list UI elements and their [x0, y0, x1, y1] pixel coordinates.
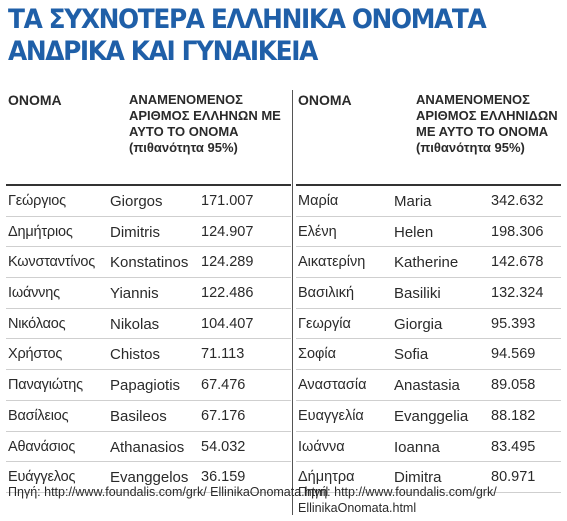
table-row: Δημήτριος Dimitris 124.907: [6, 217, 291, 248]
latin-name: Nikolas: [110, 315, 160, 333]
expected-count: 71.113: [201, 346, 245, 363]
page-title: ΤΑ ΣΥΧΝΟΤΕΡΑ ΕΛΛΗΝΙΚΑ ΟΝΟΜΑΤΑ ΑΝΔΡΙΚΑ ΚΑ…: [8, 4, 487, 68]
latin-name: Basileos: [110, 407, 167, 425]
table-row: Ελένη Helen 198.306: [296, 217, 561, 248]
title-line-2: ΑΝΔΡΙΚΑ ΚΑΙ ΓΥΝΑΙΚΕΙΑ: [8, 36, 318, 67]
expected-count: 171.007: [201, 193, 254, 209]
latin-name: Maria: [394, 193, 432, 210]
male-table-header: ΟΝΟΜΑ ΑΝΑΜΕΝΟΜΕΝΟΣ ΑΡΙΘΜΟΣ ΕΛΛΗΝΩΝ ΜΕ ΑΥ…: [6, 90, 291, 186]
female-header-name: ΟΝΟΜΑ: [298, 92, 352, 108]
expected-count: 104.407: [201, 315, 254, 332]
expected-count: 67.476: [201, 377, 246, 394]
greek-name: Αικατερίνη: [298, 254, 366, 271]
greek-name: Μαρία: [298, 193, 339, 209]
table-row: Ευαγγελία Evanggelia 88.182: [296, 401, 561, 432]
table-row: Νικόλαος Nikolas 104.407: [6, 309, 291, 340]
expected-count: 142.678: [491, 254, 544, 271]
table-row: Ιωάννης Yiannis 122.486: [6, 278, 291, 309]
table-row: Βασιλική Basiliki 132.324: [296, 278, 561, 309]
greek-name: Αθανάσιος: [8, 438, 76, 455]
female-source-note: Πηγή: http://www.foundalis.com/grk/ Elli…: [298, 485, 497, 515]
greek-name: Δήμητρα: [298, 469, 355, 486]
table-row: Ιωάννα Ioanna 83.495: [296, 432, 561, 463]
greek-name: Χρήστος: [8, 346, 63, 363]
greek-name: Γεώργιος: [8, 193, 66, 209]
latin-name: Evanggelia: [394, 407, 469, 425]
expected-count: 122.486: [201, 285, 254, 302]
latin-name: Basiliki: [394, 285, 441, 303]
greek-name: Νικόλαος: [8, 315, 66, 332]
female-table-body: Μαρία Maria 342.632 Ελένη Helen 198.306 Αικατε…: [296, 186, 561, 493]
expected-count: 132.324: [491, 285, 544, 302]
latin-name: Dimitris: [110, 223, 160, 241]
table-row: Ευάγγελος Evanggelos 36.159: [6, 462, 291, 493]
table-row: Παναγιώτης Papagiotis 67.476: [6, 370, 291, 401]
column-divider: [292, 90, 293, 515]
table-row: Γεωργία Giorgia 95.393: [296, 309, 561, 340]
latin-name: Helen: [394, 223, 434, 241]
expected-count: 124.907: [201, 223, 254, 240]
expected-count: 36.159: [201, 469, 246, 486]
table-row: Αθανάσιος Athanasios 54.032: [6, 432, 291, 463]
table-row: Βασίλειος Basileos 67.176: [6, 401, 291, 432]
expected-count: 95.393: [491, 315, 536, 332]
latin-name: Athanasios: [110, 438, 185, 456]
greek-name: Παναγιώτης: [8, 377, 83, 394]
expected-count: 83.495: [491, 438, 536, 455]
latin-name: Chistos: [110, 346, 161, 364]
table-row: Μαρία Maria 342.632: [296, 186, 561, 217]
male-header-name: ΟΝΟΜΑ: [8, 92, 62, 108]
latin-name: Giorgia: [394, 315, 443, 333]
title-line-1: ΤΑ ΣΥΧΝΟΤΕΡΑ ΕΛΛΗΝΙΚΑ ΟΝΟΜΑΤΑ: [8, 4, 487, 35]
female-names-table: ΟΝΟΜΑ ΑΝΑΜΕΝΟΜΕΝΟΣ ΑΡΙΘΜΟΣ ΕΛΛΗΝΙΔΩΝ ΜΕ …: [296, 90, 561, 493]
male-header-count: ΑΝΑΜΕΝΟΜΕΝΟΣ ΑΡΙΘΜΟΣ ΕΛΛΗΝΩΝ ΜΕ ΑΥΤΟ ΤΟ …: [129, 92, 281, 155]
table-row: Αναστασία Anastasia 89.058: [296, 370, 561, 401]
latin-name: Ioanna: [394, 438, 440, 456]
table-row: Κωνσταντίνος Konstatinos 124.289: [6, 247, 291, 279]
table-row: Γεώργιος Giorgos 171.007: [6, 186, 291, 217]
greek-name: Αναστασία: [298, 377, 367, 394]
expected-count: 88.182: [491, 407, 536, 424]
female-table-header: ΟΝΟΜΑ ΑΝΑΜΕΝΟΜΕΝΟΣ ΑΡΙΘΜΟΣ ΕΛΛΗΝΙΔΩΝ ΜΕ …: [296, 90, 561, 186]
expected-count: 198.306: [491, 223, 544, 240]
latin-name: Dimitra: [394, 469, 442, 487]
expected-count: 94.569: [491, 346, 536, 363]
expected-count: 54.032: [201, 438, 246, 455]
latin-name: Sofia: [394, 346, 429, 364]
greek-name: Δημήτριος: [8, 223, 73, 240]
greek-name: Ευαγγελία: [298, 407, 364, 424]
greek-name: Κωνσταντίνος: [8, 254, 96, 271]
latin-name: Katherine: [394, 254, 459, 272]
expected-count: 89.058: [491, 377, 536, 394]
table-row: Δήμητρα Dimitra 80.971: [296, 462, 561, 493]
latin-name: Konstatinos: [110, 254, 189, 272]
greek-name: Γεωργία: [298, 315, 351, 332]
expected-count: 67.176: [201, 407, 246, 424]
table-row: Σοφία Sofia 94.569: [296, 339, 561, 371]
expected-count: 80.971: [491, 469, 536, 486]
table-row: Αικατερίνη Katherine 142.678: [296, 247, 561, 279]
greek-name: Ιωάννα: [298, 438, 345, 455]
greek-name: Σοφία: [298, 346, 337, 363]
latin-name: Giorgos: [110, 193, 163, 210]
latin-name: Papagiotis: [110, 377, 181, 395]
male-names-table: ΟΝΟΜΑ ΑΝΑΜΕΝΟΜΕΝΟΣ ΑΡΙΘΜΟΣ ΕΛΛΗΝΩΝ ΜΕ ΑΥ…: [6, 90, 291, 493]
male-source-note: Πηγή: http://www.foundalis.com/grk/ Elli…: [8, 485, 329, 499]
female-header-count: ΑΝΑΜΕΝΟΜΕΝΟΣ ΑΡΙΘΜΟΣ ΕΛΛΗΝΙΔΩΝ ΜΕ ΑΥΤΟ Τ…: [416, 92, 558, 155]
greek-name: Βασιλική: [298, 285, 355, 302]
greek-name: Ελένη: [298, 223, 337, 240]
latin-name: Anastasia: [394, 377, 460, 395]
table-row: Χρήστος Chistos 71.113: [6, 339, 291, 371]
greek-name: Ευάγγελος: [8, 469, 76, 486]
expected-count: 342.632: [491, 193, 544, 209]
greek-name: Ιωάννης: [8, 285, 60, 302]
expected-count: 124.289: [201, 254, 254, 271]
latin-name: Yiannis: [110, 285, 159, 303]
latin-name: Evanggelos: [110, 469, 189, 487]
male-table-body: Γεώργιος Giorgos 171.007 Δημήτριος Dimitris 1…: [6, 186, 291, 493]
greek-name: Βασίλειος: [8, 407, 69, 424]
